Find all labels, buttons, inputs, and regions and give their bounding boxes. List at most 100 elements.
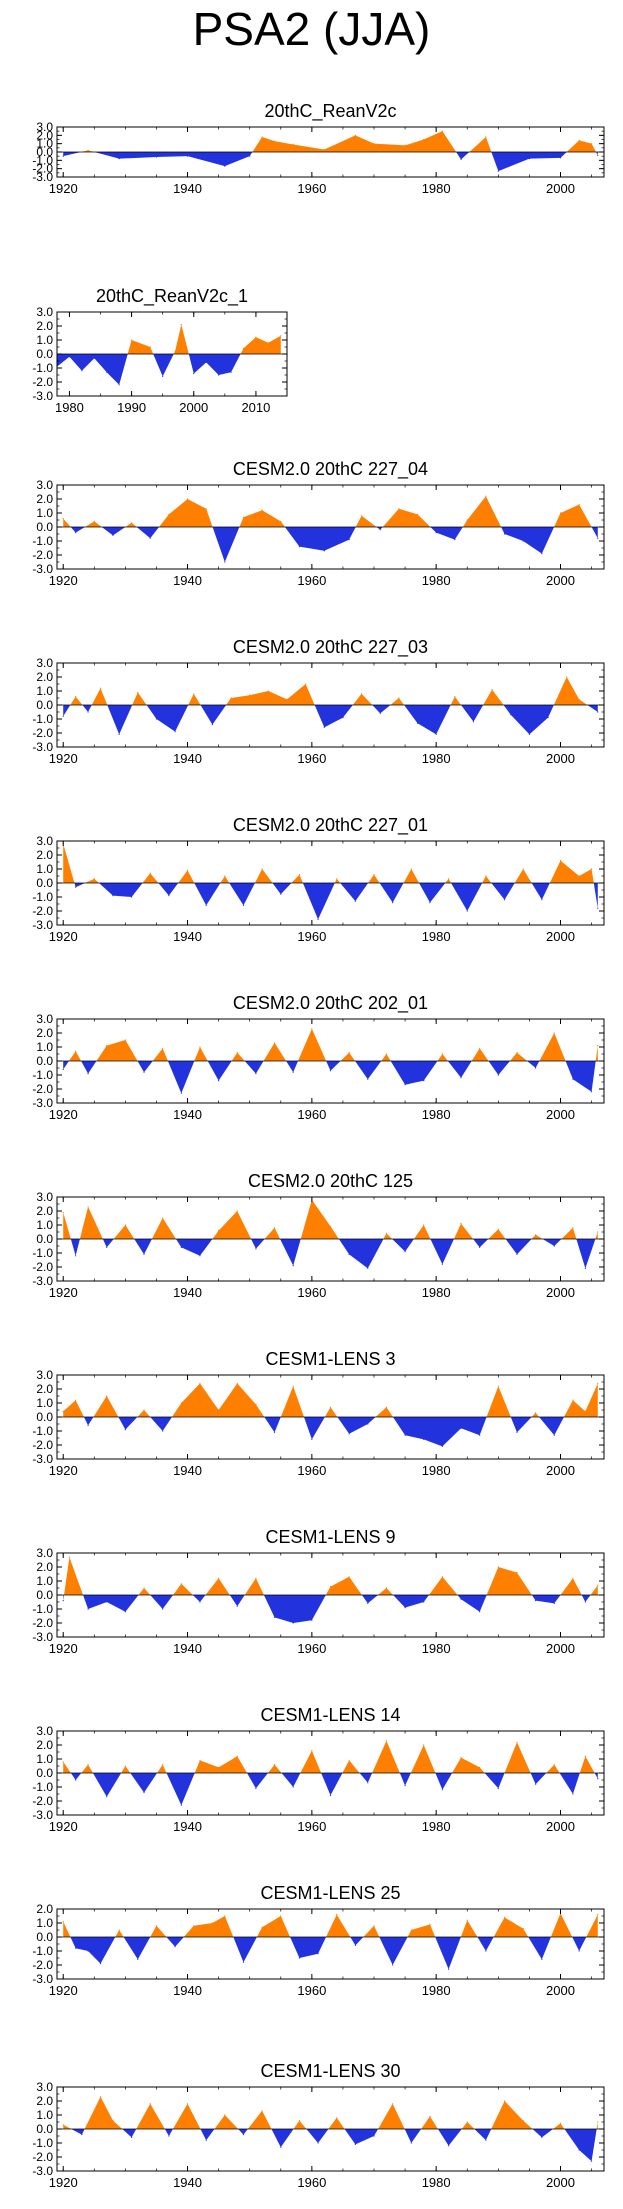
negative-area [63, 1595, 598, 1623]
data-point [385, 1740, 388, 1742]
x-tick-label: 1980 [422, 181, 451, 196]
data-point [410, 868, 412, 870]
series-area [62, 1740, 599, 1806]
data-point [205, 361, 207, 363]
data-point [367, 1782, 369, 1784]
positive-area [63, 1383, 598, 1417]
y-tick-label: 2.0 [36, 2094, 53, 2108]
y-tick-label: -1.0 [32, 1424, 53, 1438]
data-point [106, 1796, 108, 1798]
data-point [118, 158, 120, 160]
data-point [423, 1601, 425, 1603]
x-tick-label: 1920 [49, 1107, 78, 1122]
data-point [559, 157, 562, 159]
data-point [597, 1778, 599, 1780]
data-point [497, 1228, 499, 1230]
y-tick-label: -1.0 [32, 1780, 53, 1794]
data-point [75, 696, 77, 698]
data-point [143, 1792, 145, 1794]
y-tick-label: 1.0 [36, 137, 53, 151]
data-point [298, 2120, 301, 2122]
data-point [597, 711, 599, 713]
x-tick-label: 2000 [546, 929, 575, 944]
data-point [87, 1608, 89, 1610]
data-point [249, 155, 251, 157]
chart-panel-6: CESM2.0 20thC 125 3.02.01.00.0-1.0-2.0-3.… [32, 1171, 605, 1300]
x-tick-label: 2000 [179, 400, 208, 415]
data-point [137, 1958, 139, 1960]
y-tick-label: -1.0 [32, 712, 53, 726]
data-point [404, 1251, 406, 1253]
positive-area [63, 496, 598, 527]
y-tick-label: -2.0 [32, 1260, 53, 1274]
x-tick-label: 1940 [173, 2175, 202, 2190]
data-point [130, 339, 133, 341]
y-tick-label: 3.0 [36, 2080, 53, 2094]
data-point [87, 1206, 89, 1208]
data-point [578, 504, 580, 506]
figure-title: PSA2 (JJA) [192, 3, 431, 55]
data-point [249, 694, 251, 696]
data-point [342, 717, 344, 719]
data-point [367, 1078, 369, 1080]
data-point [124, 1429, 126, 1431]
data-point [516, 1052, 518, 1054]
x-tick-label: 1960 [297, 181, 326, 196]
x-tick-label: 1920 [49, 1285, 78, 1300]
y-tick-label: -3.0 [32, 389, 53, 403]
data-point [348, 539, 350, 541]
data-point [423, 1744, 425, 1746]
data-point [516, 1253, 518, 1255]
data-point [205, 2139, 207, 2141]
data-point [535, 1783, 537, 1785]
y-tick-label: -2.0 [32, 1958, 53, 1972]
data-point [367, 1602, 369, 1604]
x-tick-label: 2000 [546, 181, 575, 196]
data-point [572, 1227, 574, 1229]
data-point [180, 1804, 182, 1806]
data-point [193, 693, 195, 695]
y-tick-label: 0.0 [36, 698, 53, 712]
data-point [130, 522, 133, 524]
data-point [87, 711, 89, 713]
series-area [62, 843, 599, 921]
data-point [230, 371, 232, 373]
y-tick-label: 1.0 [36, 684, 53, 698]
y-tick-label: -2.0 [32, 1438, 53, 1452]
data-point [224, 875, 226, 877]
chart-panel-9: CESM1-LENS 14 3.02.01.00.0-1.0-2.0-3.0192… [32, 1705, 605, 1834]
data-point [62, 1410, 64, 1412]
positive-area [63, 1913, 598, 1937]
data-point [460, 1757, 462, 1759]
data-point [218, 1766, 220, 1768]
data-point [385, 1232, 388, 1234]
data-point [106, 1246, 108, 1248]
x-tick-label: 1920 [49, 1983, 78, 1998]
data-point [491, 689, 493, 691]
negative-area [63, 883, 598, 920]
data-point [124, 1224, 126, 1226]
y-tick-label: -2.0 [32, 904, 53, 918]
y-tick-label: -1.0 [32, 890, 53, 904]
negative-area [63, 1773, 598, 1806]
x-tick-label: 2000 [546, 1819, 575, 1834]
data-point [373, 874, 375, 876]
data-point [180, 1583, 182, 1585]
data-point [367, 1423, 369, 1425]
data-point [535, 1412, 537, 1414]
data-point [75, 1779, 77, 1781]
data-point [236, 1755, 238, 1757]
data-point [460, 1427, 462, 1429]
data-point [99, 2096, 102, 2098]
data-point [479, 1047, 481, 1049]
data-point [503, 533, 506, 535]
data-point [62, 1921, 64, 1923]
data-point [205, 904, 207, 907]
data-point [329, 1070, 332, 1072]
data-point [535, 1600, 537, 1602]
data-point [503, 899, 506, 901]
data-point [441, 1263, 443, 1265]
data-point [168, 513, 170, 516]
data-point [261, 136, 263, 138]
chart-panel-4: CESM2.0 20thC 227_01 3.02.01.00.0-1.0-2.0… [32, 815, 605, 944]
